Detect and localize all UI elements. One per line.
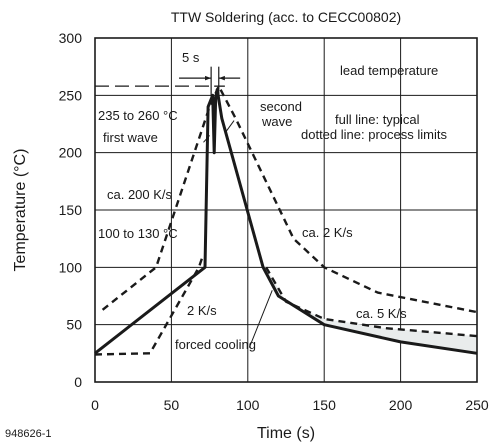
- interval-label: 5 s: [182, 50, 200, 65]
- cool-2-label: ca. 2 K/s: [302, 225, 353, 240]
- interval-arrowhead-right: [218, 75, 225, 81]
- y-tick-label: 0: [74, 374, 82, 390]
- heat-rate-label: ca. 200 K/s: [107, 187, 173, 202]
- second-wave-label-1: second: [260, 99, 302, 114]
- y-tick-label: 250: [59, 87, 83, 103]
- y-tick-labels: 0 50 100 150 200 250 300: [59, 30, 83, 390]
- annotation-leaders: [203, 120, 273, 348]
- cool-5-label: ca. 5 K/s: [356, 306, 407, 321]
- x-tick-label: 200: [389, 397, 413, 413]
- forced-cooling-label: forced cooling: [175, 337, 256, 352]
- preheat-rate-label: 2 K/s: [187, 303, 217, 318]
- forced-cooling-leader: [248, 290, 273, 348]
- x-tick-label: 0: [91, 397, 99, 413]
- y-tick-label: 100: [59, 259, 83, 275]
- y-tick-label: 300: [59, 30, 83, 46]
- chart-title: TTW Soldering (acc. to CECC00802): [171, 9, 401, 25]
- x-axis-label: Time (s): [257, 425, 315, 442]
- y-axis-label: Temperature (°C): [12, 149, 29, 272]
- x-tick-label: 150: [313, 397, 337, 413]
- x-tick-label: 250: [465, 397, 489, 413]
- plot-frame: [94, 37, 478, 383]
- y-tick-label: 50: [66, 317, 82, 333]
- first-wave-label: first wave: [103, 130, 158, 145]
- y-tick-label: 200: [59, 145, 83, 161]
- interval-arrowhead-left: [205, 75, 212, 81]
- process-limit-line-2: [94, 257, 204, 356]
- second-wave-label-2: wave: [261, 114, 292, 129]
- x-tick-label: 50: [164, 397, 180, 413]
- x-tick-label: 100: [236, 397, 260, 413]
- y-tick-label: 150: [59, 202, 83, 218]
- legend-limits: dotted line: process limits: [301, 127, 447, 142]
- figure-id: 948626-1: [5, 428, 52, 440]
- preheat-label: 100 to 130 °C: [98, 226, 178, 241]
- second-wave-leader: [224, 120, 235, 134]
- peak-range-label: 235 to 260 °C: [98, 108, 178, 123]
- process-limit-line-3: [265, 266, 478, 338]
- process-limit-line-1: [101, 85, 478, 314]
- grid: [94, 37, 478, 383]
- x-tick-labels: 0 50 100 150 200 250: [91, 397, 489, 413]
- series-group: [94, 85, 478, 356]
- lead-temperature-label: lead temperature: [340, 63, 438, 78]
- legend-typical: full line: typical: [335, 112, 420, 127]
- first-wave-leader: [203, 135, 210, 143]
- lead-temperature-marker: [95, 66, 241, 102]
